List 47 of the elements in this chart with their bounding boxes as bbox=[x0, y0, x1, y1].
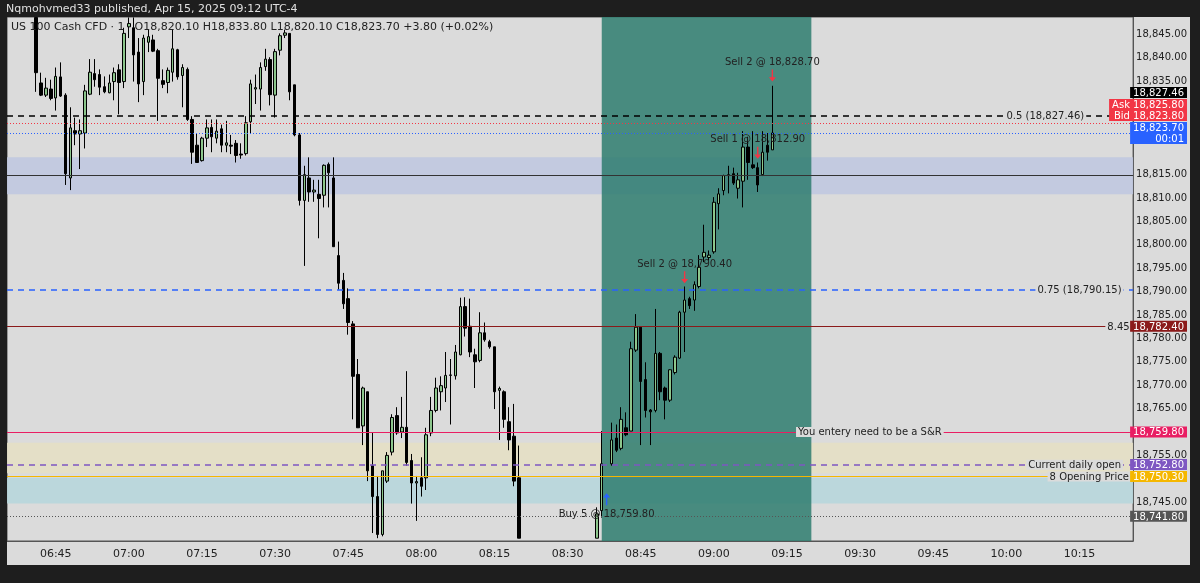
x-tick-label: 09:15 bbox=[771, 547, 803, 560]
x-tick-label: 07:30 bbox=[259, 547, 291, 560]
y-tick-label: 18,765.00 bbox=[1136, 402, 1188, 414]
x-tick-label: 08:45 bbox=[624, 547, 657, 560]
ref-line-label: Ask 18,825.80 Bid 18,823.80 bbox=[1112, 99, 1184, 122]
y-tick-label: 18,780.00 bbox=[1136, 331, 1188, 343]
x-tick-label: 07:15 bbox=[186, 547, 218, 560]
ref-line-label: 18,750.30 bbox=[1133, 470, 1184, 482]
ref-line-label: 18,827.46 bbox=[1133, 87, 1184, 99]
ref-line-label: 18,759.80 bbox=[1133, 426, 1184, 438]
y-tick-label: 18,755.00 bbox=[1136, 448, 1188, 460]
y-tick-label: 18,770.00 bbox=[1136, 378, 1188, 390]
x-tick-label: 07:00 bbox=[113, 547, 145, 560]
ref-line-label: 18,823.70 00:01 bbox=[1133, 122, 1184, 145]
y-tick-label: 18,805.00 bbox=[1136, 215, 1188, 227]
annotation: 8.45 bbox=[1107, 320, 1130, 332]
chart-subtitle: O18,820.10 H18,833.80 L18,820.10 C18,823.70 +3.80 (+0.02%) bbox=[134, 20, 494, 33]
y-tick-label: 18,810.00 bbox=[1136, 191, 1188, 203]
y-tick-label: 18,795.00 bbox=[1136, 261, 1188, 273]
x-tick-label: 10:00 bbox=[990, 547, 1023, 560]
annotation: Current daily open bbox=[1028, 459, 1122, 471]
y-tick-label: 18,745.00 bbox=[1136, 495, 1188, 507]
x-tick-label: 08:30 bbox=[551, 547, 584, 560]
x-tick-label: 07:45 bbox=[332, 547, 365, 560]
y-tick-label: 18,835.00 bbox=[1136, 74, 1188, 86]
x-tick-label: 09:00 bbox=[698, 547, 730, 560]
annotation: 0.5 (18,827.46) bbox=[1006, 109, 1085, 121]
y-tick-label: 18,845.00 bbox=[1136, 27, 1188, 39]
annotation: 0.75 (18,790.15) bbox=[1037, 284, 1122, 296]
y-tick-label: 18,815.00 bbox=[1136, 168, 1188, 180]
ref-line-label: 18,782.40 bbox=[1133, 320, 1184, 332]
x-tick-label: 06:45 bbox=[39, 547, 72, 560]
x-tick-label: 08:15 bbox=[478, 547, 511, 560]
y-tick-label: 18,840.00 bbox=[1136, 51, 1188, 63]
ref-line-label: 18,741.80 bbox=[1133, 510, 1184, 522]
ref-line-label: 18,752.80 bbox=[1133, 458, 1184, 470]
annotation: 8 Opening Price bbox=[1049, 470, 1129, 482]
x-tick-label: 09:30 bbox=[844, 547, 876, 560]
y-tick-label: 18,785.00 bbox=[1136, 308, 1188, 320]
y-tick-label: 18,790.00 bbox=[1136, 285, 1188, 297]
x-tick-label: 08:00 bbox=[405, 547, 438, 560]
y-tick-label: 18,775.00 bbox=[1136, 355, 1188, 367]
y-tick-label: 18,800.00 bbox=[1136, 238, 1188, 250]
annotation: You entery need to be a S&R bbox=[797, 426, 942, 438]
x-tick-label: 09:45 bbox=[917, 547, 950, 560]
x-tick-label: 10:15 bbox=[1063, 547, 1096, 560]
text: Nqmohvmed33 published, Apr 15, 2025 09:12 UTC-4 bbox=[6, 1, 298, 17]
